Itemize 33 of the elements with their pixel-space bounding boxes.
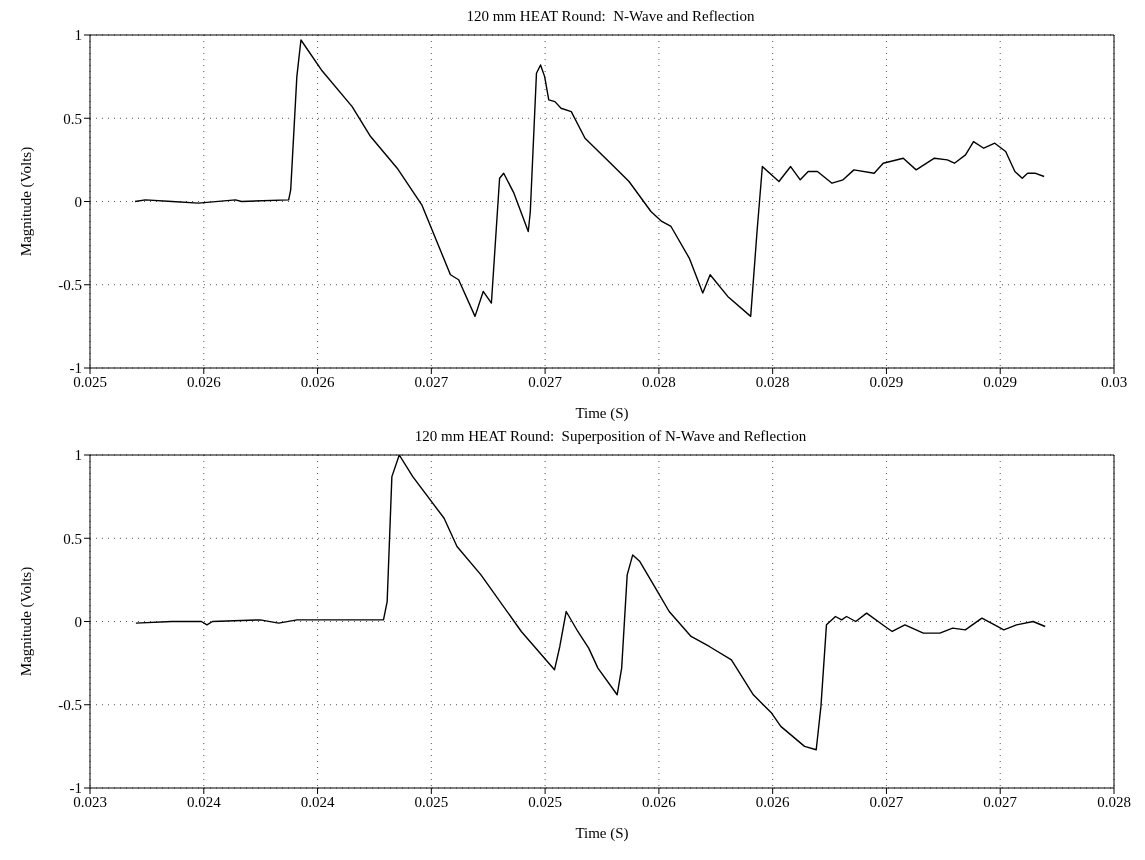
y-tick-label: -0.5 [58,277,82,294]
x-tick-label: 0.026 [642,793,677,810]
x-tick-label: 0.025 [414,793,449,810]
y-tick-label: 1 [74,447,82,464]
x-tick-label: 0.028 [755,373,790,390]
x-tick-label: 0.025 [528,793,562,810]
y-tick-label: 0 [74,613,82,630]
x-tick-label: 0.029 [983,373,1018,390]
y-tick-label: -0.5 [58,697,82,714]
x-tick-label: 0.029 [869,373,904,390]
x-tick-label: 0.024 [300,793,335,810]
x-axis-title: Time (S) [575,825,629,842]
y-axis-title: Magnitude (Volts) [18,566,36,677]
y-axis-title: Magnitude (Volts) [18,146,36,257]
chart-title: 120 mm HEAT Round: Superposition of N-Wave and Reflection [413,428,808,446]
x-tick-label: 0.03 [1100,373,1128,390]
y-tick-label: 1 [74,27,82,44]
y-tick-label: 0.5 [63,530,82,547]
x-tick-label: 0.024 [186,793,222,810]
x-tick-label: 0.027 [869,793,904,810]
line-series [134,39,1045,318]
x-tick-label: 0.028 [642,373,676,390]
y-tick-label: 0.5 [63,110,82,127]
y-tick-label: 0 [74,193,82,210]
x-tick-label: 0.027 [414,373,449,390]
x-tick-label: 0.028 [1097,793,1131,810]
x-tick-label: 0.027 [528,373,563,390]
x-axis-title: Time (S) [575,405,629,422]
x-tick-label: 0.026 [755,793,791,810]
chart-title: 120 mm HEAT Round: N-Wave and Reflection [465,8,756,26]
x-tick-label: 0.027 [983,793,1018,810]
x-tick-label: 0.026 [300,373,335,390]
x-tick-label: 0.026 [186,373,222,390]
